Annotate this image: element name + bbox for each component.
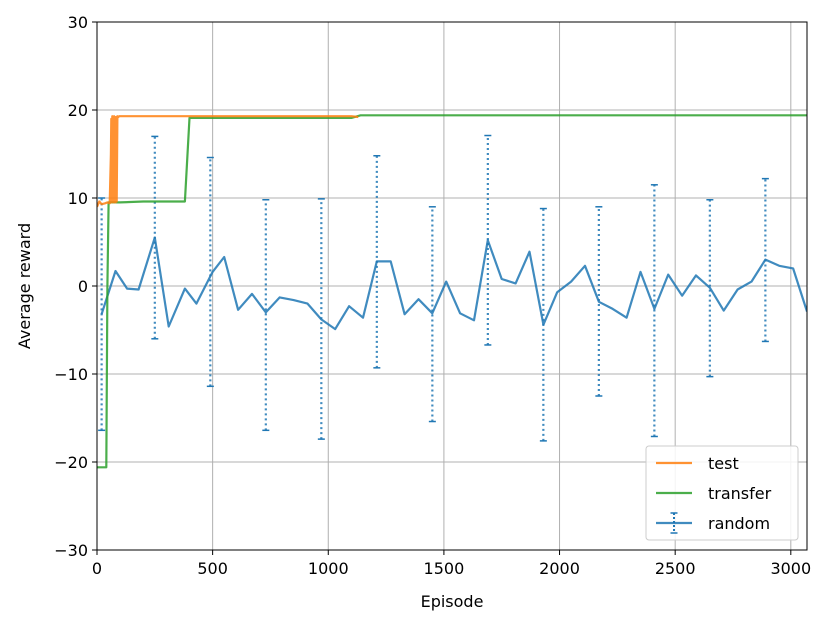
x-tick-label: 2000 <box>539 559 580 578</box>
legend-label-transfer: transfer <box>708 484 772 503</box>
y-tick-label: 10 <box>68 189 88 208</box>
x-tick-label: 500 <box>197 559 228 578</box>
y-tick-label: 20 <box>68 101 88 120</box>
series-line-random <box>100 236 807 331</box>
legend: test transfer random <box>645 445 799 541</box>
series-line-test <box>97 115 359 208</box>
legend-box <box>645 445 799 541</box>
series-lines <box>97 114 807 469</box>
y-tick-label: −20 <box>54 453 88 472</box>
x-tick-label: 1000 <box>308 559 349 578</box>
legend-label-test: test <box>708 454 739 473</box>
x-tick-label: 0 <box>92 559 102 578</box>
ticks: 0 500 1000 1500 2000 2500 3000 −30 −20 −10 0 10 20 30 <box>54 13 811 578</box>
y-tick-label: −30 <box>54 541 88 560</box>
x-axis-label: Episode <box>421 592 484 611</box>
series-line-transfer <box>97 114 807 469</box>
y-tick-label: 30 <box>68 13 88 32</box>
legend-label-random: random <box>708 514 770 533</box>
x-tick-label: 2500 <box>655 559 696 578</box>
y-tick-label: −10 <box>54 365 88 384</box>
y-axis-label: Average reward <box>15 223 34 349</box>
y-tick-label: 0 <box>78 277 88 296</box>
x-tick-label: 1500 <box>424 559 465 578</box>
x-tick-label: 3000 <box>770 559 811 578</box>
